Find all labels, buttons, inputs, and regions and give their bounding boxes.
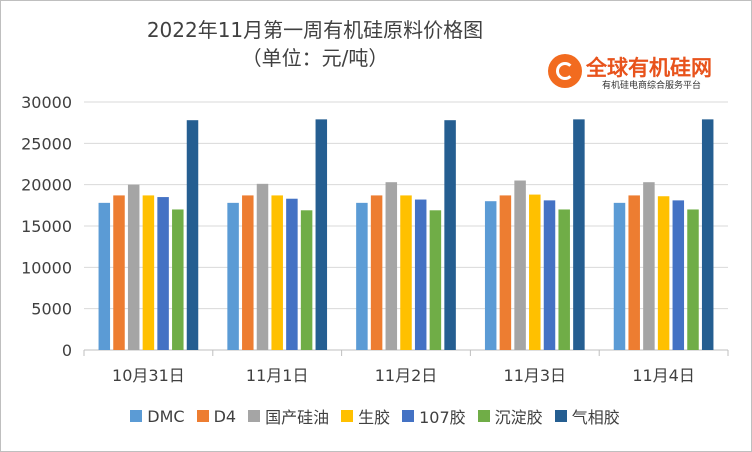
y-tick-label: 25000 [21,134,72,153]
bar-107胶 [672,200,685,350]
legend-item: DMC [130,404,185,428]
bar-沉淀胶 [687,209,699,350]
legend-swatch [477,410,490,422]
chart-title: 2022年11月第一周有机硅原料价格图 [146,18,484,42]
x-tick-label: 10月31日 [112,366,185,385]
legend-swatch [402,410,415,422]
x-tick-label: 11月2日 [375,366,438,385]
bar-沉淀胶 [558,209,570,350]
legend-label: 国产硅油 [265,408,330,427]
x-tick-label: 11月3日 [504,366,567,385]
legend-item: 气相胶 [554,404,620,428]
bar-国产硅油 [514,180,526,350]
bar-沉淀胶 [300,210,313,350]
bar-107胶 [543,200,556,350]
bar-沉淀胶 [172,209,184,350]
bar-D4 [628,195,640,350]
bar-107胶 [286,198,298,350]
bar-气相胶 [315,119,328,350]
y-tick-label: 0 [62,341,72,360]
bar-D4 [370,195,383,350]
bar-国产硅油 [643,182,655,350]
bar-气相胶 [701,119,714,350]
chart-subtitle: （单位：元/吨） [241,46,389,70]
bar-生胶 [657,196,670,350]
logo-mark-icon [548,54,582,88]
y-tick-label: 20000 [21,176,72,195]
bar-国产硅油 [385,182,398,350]
bar-生胶 [142,195,155,350]
legend-label: DMC [147,406,185,426]
bar-D4 [242,195,254,350]
legend-swatch [341,410,354,422]
y-tick-label: 15000 [21,217,72,236]
site-logo: 全球有机硅网 有机硅电商综合服务平台 [548,50,738,96]
bar-107胶 [414,199,427,350]
bar-D4 [113,195,125,350]
bar-气相胶 [444,120,456,350]
legend-item: D4 [196,404,237,428]
legend-item: 生胶 [341,404,390,428]
legend-swatch [554,410,567,422]
x-tick-label: 11月1日 [246,366,309,385]
bar-chart: 0 5000 10000 15000 20000 25000 30000 10月31日 11月1… [21,93,729,385]
bar-生胶 [529,194,541,350]
bar-生胶 [271,195,283,350]
bar-DMC [98,202,111,350]
legend-item: 107胶 [402,404,466,428]
bar-DMC [356,202,368,350]
legend-item: 沉淀胶 [477,404,543,428]
bar-DMC [227,202,239,350]
legend-label: 生胶 [358,408,391,427]
bar-DMC [484,201,497,350]
legend-item: 国产硅油 [248,404,329,428]
bar-生胶 [400,195,412,350]
bar-气相胶 [186,120,199,350]
legend-swatch [196,410,209,422]
legend-swatch [130,410,143,422]
legend-swatch [248,410,261,422]
legend-label: 沉淀胶 [494,408,543,427]
y-tick-label: 5000 [31,300,72,319]
y-tick-label: 30000 [21,93,72,112]
logo-name: 全球有机硅网 [586,56,712,80]
bar-107胶 [157,197,169,350]
logo-tagline: 有机硅电商综合服务平台 [602,81,702,91]
y-tick-label: 10000 [21,258,72,277]
legend-label: D4 [213,406,237,426]
bar-气相胶 [573,119,585,350]
bar-沉淀胶 [429,210,442,350]
legend-label: 气相胶 [571,408,620,427]
bar-国产硅油 [127,184,140,350]
chart-legend: DMC D4 国产硅油 生胶 107胶 沉淀胶 气相胶 [0,404,750,428]
bar-DMC [613,202,626,350]
bar-D4 [499,195,512,350]
bar-国产硅油 [256,183,269,350]
legend-label: 107胶 [419,408,466,427]
x-tick-label: 11月4日 [632,366,695,385]
